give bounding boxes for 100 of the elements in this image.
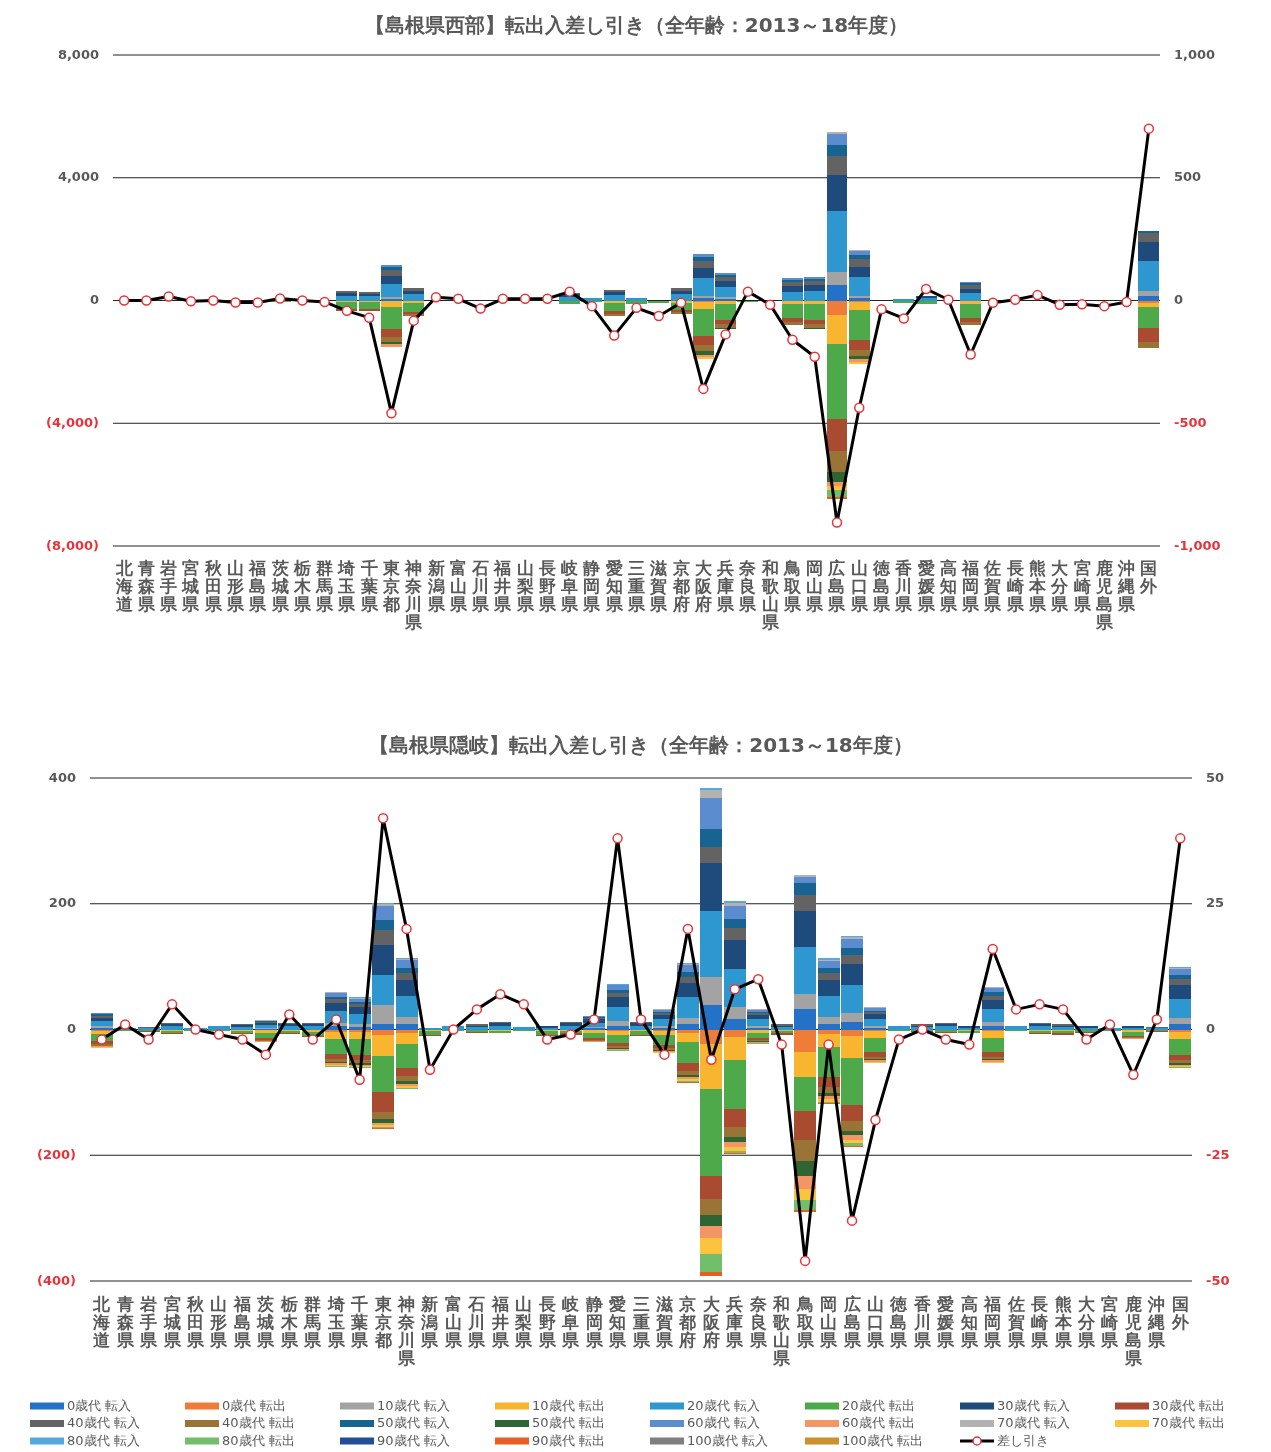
x-tick-label: 石川県 xyxy=(471,558,491,614)
x-tick-label: 東京都 xyxy=(373,1294,393,1350)
x-tick-label: 京都府 xyxy=(678,1294,697,1350)
legend-label: 60歳代 転入 xyxy=(687,1415,760,1430)
x-tick-label: 山口県 xyxy=(849,558,869,614)
chart-title: 【島根県西部】転出入差し引き（全年齢：2013～18年度） xyxy=(364,12,909,37)
x-tick-label: 国外 xyxy=(1139,558,1159,596)
y-tick-label: 8,000 xyxy=(57,46,99,62)
legend-label: 70歳代 転出 xyxy=(1152,1415,1225,1430)
legend-label: 50歳代 転出 xyxy=(532,1415,605,1430)
x-tick-label: 鳥取県 xyxy=(782,558,802,614)
legend-label: 20歳代 転出 xyxy=(842,1397,915,1413)
y2-tick-label: -25 xyxy=(1206,1146,1230,1162)
x-tick-label: 北海道 xyxy=(92,1294,112,1350)
x-tick-label: 宮城県 xyxy=(162,1294,182,1350)
x-tick-label: 新潟県 xyxy=(420,1294,440,1350)
x-tick-label: 栃木県 xyxy=(292,558,312,614)
x-tick-label: 岩手県 xyxy=(159,558,179,614)
x-tick-label: 静岡県 xyxy=(584,1294,604,1350)
y2-tick-label: 50 xyxy=(1206,769,1225,785)
x-tick-label: 香川県 xyxy=(894,558,914,614)
x-tick-label: 東京都 xyxy=(381,558,401,614)
legend-label: 70歳代 転入 xyxy=(997,1415,1070,1430)
legend-label: 20歳代 転入 xyxy=(687,1397,760,1413)
x-tick-label: 千葉県 xyxy=(359,558,379,614)
y2-tick-label: 500 xyxy=(1174,169,1202,185)
x-tick-label: 神奈川県 xyxy=(397,1294,417,1368)
y2-tick-label: 0 xyxy=(1206,1021,1216,1036)
x-tick-label: 青森県 xyxy=(115,1294,135,1350)
x-tick-label: 埼玉県 xyxy=(326,1294,346,1350)
legend-label: 90歳代 転出 xyxy=(532,1432,605,1448)
x-tick-label: 広島県 xyxy=(842,1294,862,1350)
x-tick-label: 岡山県 xyxy=(805,558,825,614)
legend-label: 0歳代 転入 xyxy=(67,1397,132,1413)
legend-label: 40歳代 転入 xyxy=(67,1415,140,1430)
x-tick-label: 佐賀県 xyxy=(983,558,1003,614)
x-tick-label: 埼玉県 xyxy=(337,558,357,614)
x-tick-label: 大分県 xyxy=(1050,558,1070,614)
y2-tick-label: 1,000 xyxy=(1174,46,1216,62)
x-tick-label: 徳島県 xyxy=(889,1294,909,1350)
x-tick-label: 群馬県 xyxy=(303,1294,323,1350)
x-tick-label: 岡山県 xyxy=(819,1294,839,1350)
y-tick-label: (400) xyxy=(36,1272,76,1288)
x-tick-label: 鹿児島県 xyxy=(1094,558,1114,632)
x-tick-label: 大阪府 xyxy=(701,1294,721,1350)
x-tick-label: 愛知県 xyxy=(604,558,624,614)
x-tick-label: 宮崎県 xyxy=(1072,558,1092,614)
x-tick-label: 熊本県 xyxy=(1053,1294,1073,1350)
x-tick-label: 青森県 xyxy=(136,558,156,614)
x-tick-label: 大分県 xyxy=(1076,1294,1096,1350)
x-tick-label: 石川県 xyxy=(467,1294,487,1350)
legend-label: 100歳代 転出 xyxy=(842,1432,923,1448)
x-tick-label: 秋田県 xyxy=(186,1294,206,1350)
x-tick-label: 北海道 xyxy=(114,558,134,614)
x-tick-label: 福島県 xyxy=(248,558,268,614)
y-tick-label: 0 xyxy=(89,292,99,307)
x-tick-label: 福岡県 xyxy=(961,558,981,614)
x-tick-label: 富山県 xyxy=(443,1294,463,1350)
x-tick-label: 岐阜県 xyxy=(561,1294,581,1350)
x-tick-label: 山口県 xyxy=(865,1294,885,1350)
x-tick-label: 鳥取県 xyxy=(795,1294,815,1350)
x-tick-label: 滋賀県 xyxy=(649,558,669,614)
x-tick-label: 佐賀県 xyxy=(1006,1294,1026,1350)
x-tick-label: 三重県 xyxy=(627,558,646,614)
x-tick-label: 茨城県 xyxy=(270,558,290,614)
x-tick-label: 静岡県 xyxy=(582,558,602,614)
x-tick-label: 富山県 xyxy=(448,558,468,614)
legend-label: 50歳代 転入 xyxy=(377,1415,450,1430)
x-tick-label: 長野県 xyxy=(537,558,557,614)
y2-tick-label: 25 xyxy=(1206,895,1225,911)
x-tick-label: 茨城県 xyxy=(256,1294,276,1350)
x-tick-label: 福井県 xyxy=(490,1294,510,1350)
x-tick-label: 長崎県 xyxy=(1030,1294,1050,1350)
y2-tick-label: -500 xyxy=(1174,414,1207,430)
y-tick-label: 4,000 xyxy=(57,169,99,185)
y-tick-label: (200) xyxy=(36,1146,76,1162)
x-tick-label: 和歌山県 xyxy=(760,558,780,632)
x-tick-label: 沖縄県 xyxy=(1117,558,1137,614)
x-tick-label: 大阪府 xyxy=(693,558,713,614)
x-tick-label: 長崎県 xyxy=(1005,558,1025,614)
x-tick-label: 高知県 xyxy=(959,1294,979,1350)
legend-label: 80歳代 転出 xyxy=(222,1432,295,1448)
x-tick-label: 兵庫県 xyxy=(716,558,736,614)
legend-label: 30歳代 転出 xyxy=(1152,1397,1225,1413)
x-tick-label: 山梨県 xyxy=(514,1294,534,1350)
x-tick-label: 広島県 xyxy=(827,558,847,614)
x-tick-label: 宮城県 xyxy=(181,558,201,614)
x-tick-label: 徳島県 xyxy=(872,558,892,614)
x-tick-label: 山形県 xyxy=(209,1294,229,1350)
legend-label: 100歳代 転入 xyxy=(687,1432,768,1448)
x-tick-label: 兵庫県 xyxy=(725,1294,745,1350)
y2-tick-label: 0 xyxy=(1174,292,1184,307)
x-tick-label: 愛媛県 xyxy=(916,558,936,614)
legend-label: 0歳代 転出 xyxy=(222,1397,287,1413)
x-tick-label: 長野県 xyxy=(537,1294,557,1350)
x-tick-label: 鹿児島県 xyxy=(1123,1294,1143,1368)
x-tick-label: 愛媛県 xyxy=(936,1294,956,1350)
x-tick-label: 奈良県 xyxy=(738,558,758,614)
x-tick-label: 福岡県 xyxy=(983,1294,1003,1350)
x-tick-label: 愛知県 xyxy=(608,1294,628,1350)
